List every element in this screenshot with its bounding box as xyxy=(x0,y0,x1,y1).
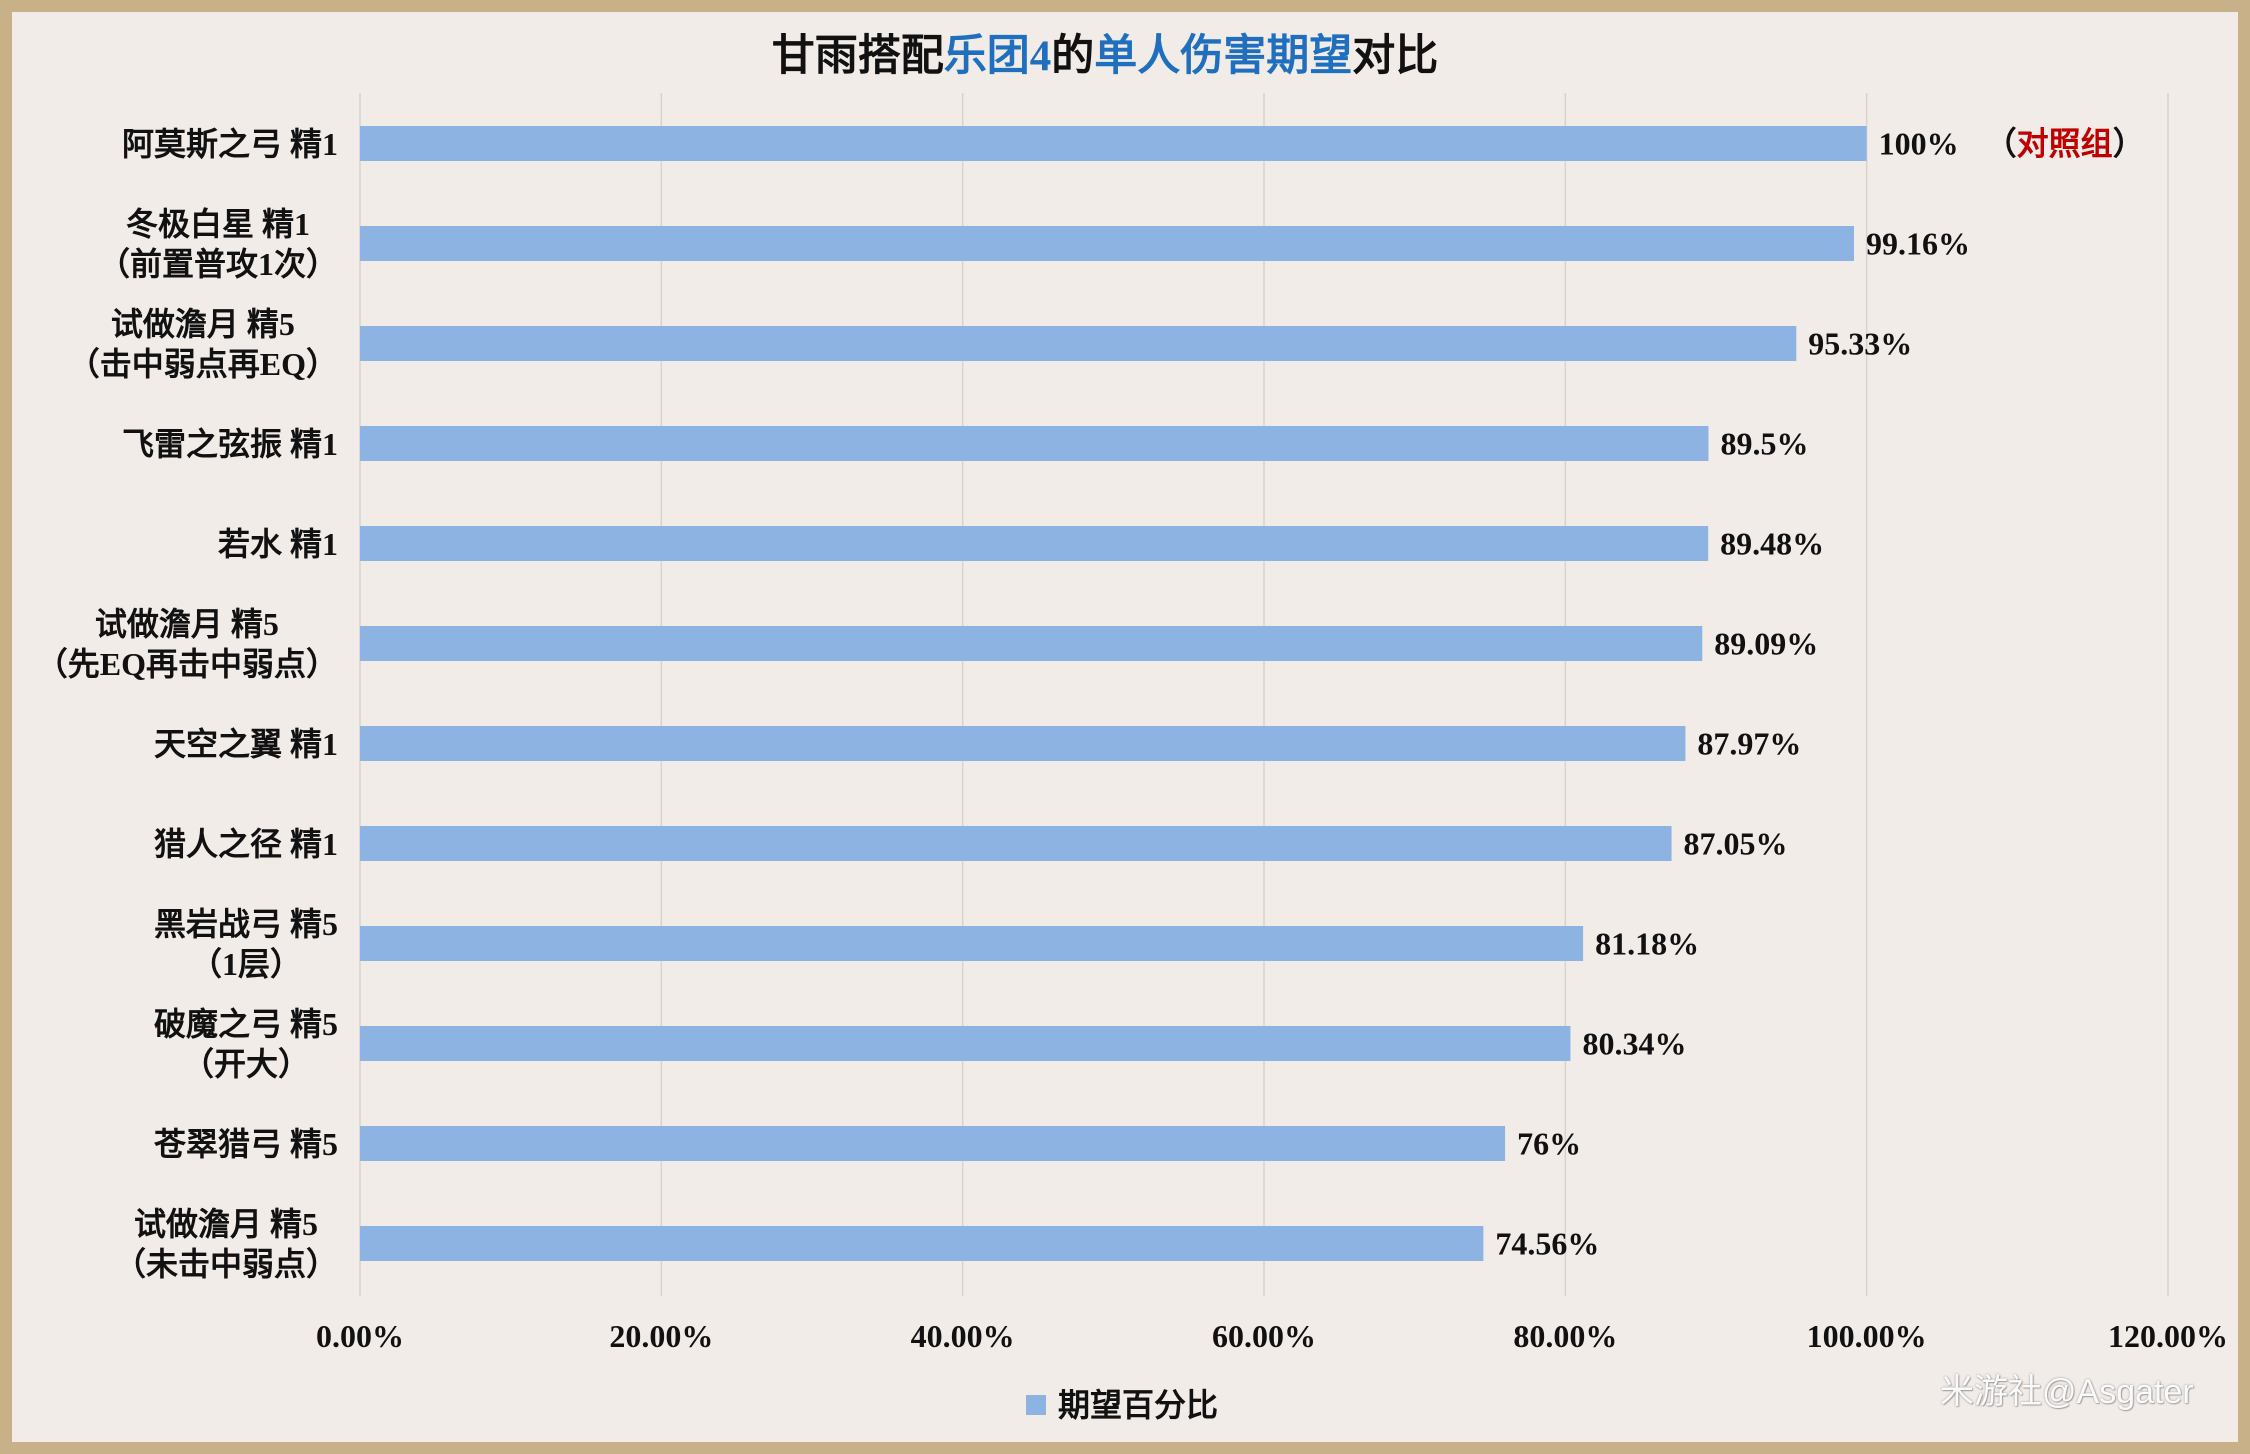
category-label-row: 黑岩战弓 精5 （1层） xyxy=(14,894,338,994)
x-tick-label: 120.00% xyxy=(2108,1318,2228,1354)
bar xyxy=(360,1126,1506,1161)
category-label: 猎人之径 精1 xyxy=(153,825,338,862)
title-segment-highlight: 单人伤害期望 xyxy=(1094,33,1353,80)
category-label: 黑岩战弓 精5 （1层） xyxy=(153,905,338,982)
x-tick-label: 40.00% xyxy=(911,1318,1015,1354)
annotation-close-paren: ） xyxy=(2113,126,2145,162)
data-label: 89.48% xyxy=(1720,526,1824,562)
bar xyxy=(360,1226,1484,1261)
chart-title: 甘雨搭配乐团4的单人伤害期望对比 xyxy=(0,33,2210,81)
data-label: 89.5% xyxy=(1720,426,1808,462)
data-label: 74.56% xyxy=(1495,1226,1599,1262)
legend-label: 期望百分比 xyxy=(1058,1387,1218,1423)
bars xyxy=(360,126,1867,1261)
data-label: 99.16% xyxy=(1866,226,1970,262)
gridlines xyxy=(359,93,2169,1296)
category-label-row: 试做澹月 精5 （未击中弱点） xyxy=(14,1194,338,1294)
category-label: 飞雷之弦振 精1 xyxy=(121,425,338,462)
legend-swatch xyxy=(1026,1395,1046,1415)
bar xyxy=(360,1026,1571,1061)
category-label-row: 苍翠猎弓 精5 xyxy=(14,1094,338,1194)
category-label-row: 试做澹月 精5 （先EQ再击中弱点） xyxy=(14,594,338,694)
x-axis-tick-labels: 0.00% 20.00% 40.00% 60.00% 80.00% 100.00% 120.… xyxy=(316,1318,2228,1354)
category-label: 苍翠猎弓 精5 xyxy=(153,1125,338,1162)
data-label: 76% xyxy=(1517,1126,1581,1162)
bar xyxy=(360,426,1709,461)
bar xyxy=(360,226,1855,261)
annotation-open-paren: （ xyxy=(1985,126,2017,162)
x-tick-label: 20.00% xyxy=(609,1318,713,1354)
category-label: 试做澹月 精5 （先EQ再击中弱点） xyxy=(35,605,338,682)
data-label: 87.97% xyxy=(1697,726,1801,762)
category-label-row: 冬极白星 精1 （前置普攻1次） xyxy=(14,194,338,294)
annotation-text: 对照组 xyxy=(2017,126,2113,162)
title-segment: 的 xyxy=(1051,33,1095,80)
bar xyxy=(360,326,1797,361)
category-label-row: 天空之翼 精1 xyxy=(14,694,338,794)
x-tick-label: 0.00% xyxy=(316,1318,404,1354)
data-label: 100% xyxy=(1879,126,1959,162)
category-label: 若水 精1 xyxy=(217,525,338,562)
title-segment: 甘雨搭配 xyxy=(771,33,944,80)
category-label: 试做澹月 精5 （击中弱点再EQ） xyxy=(67,305,338,382)
category-label-row: 试做澹月 精5 （击中弱点再EQ） xyxy=(14,294,338,394)
data-label: 80.34% xyxy=(1582,1026,1686,1062)
category-label-row: 破魔之弓 精5 （开大） xyxy=(14,994,338,1094)
bar xyxy=(360,126,1867,161)
bar xyxy=(360,926,1584,961)
bar xyxy=(360,626,1703,661)
x-tick-label: 100.00% xyxy=(1807,1318,1927,1354)
watermark: 米游社@Asgater xyxy=(1940,1373,2194,1411)
data-label: 95.33% xyxy=(1808,326,1912,362)
data-label: 89.09% xyxy=(1714,626,1818,662)
category-label: 天空之翼 精1 xyxy=(153,725,338,762)
category-label: 阿莫斯之弓 精1 xyxy=(121,125,338,162)
data-labels: 100% 99.16% 95.33% 89.5% 89.48% 89.09% 87.97% 8… xyxy=(1495,126,2144,1262)
title-segment: 对比 xyxy=(1352,33,1439,80)
data-label: 81.18% xyxy=(1595,926,1699,962)
x-tick-label: 60.00% xyxy=(1212,1318,1316,1354)
data-label: 87.05% xyxy=(1684,826,1788,862)
category-label-row: 猎人之径 精1 xyxy=(14,794,338,894)
category-label: 冬极白星 精1 （前置普攻1次） xyxy=(97,205,338,282)
bar xyxy=(360,726,1686,761)
category-label-row: 阿莫斯之弓 精1 xyxy=(14,94,338,194)
category-label: 破魔之弓 精5 （开大） xyxy=(153,1005,338,1082)
title-segment-highlight: 乐团4 xyxy=(943,33,1052,80)
control-group-annotation: （对照组） xyxy=(1985,126,2145,162)
bar xyxy=(360,826,1672,861)
legend: 期望百分比 xyxy=(1026,1387,1218,1423)
category-label-row: 若水 精1 xyxy=(14,494,338,594)
category-label-row: 飞雷之弦振 精1 xyxy=(14,394,338,494)
category-label: 试做澹月 精5 （未击中弱点） xyxy=(113,1205,338,1282)
bar xyxy=(360,526,1709,561)
x-tick-label: 80.00% xyxy=(1513,1318,1617,1354)
